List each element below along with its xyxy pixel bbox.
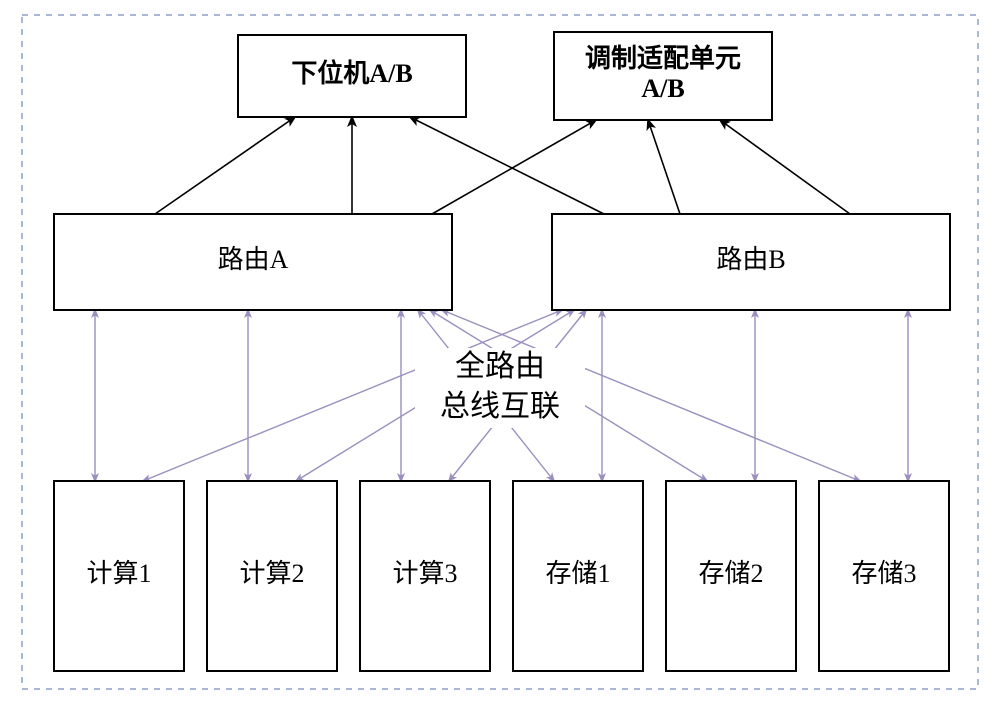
node-label: 存储3 [851,559,916,588]
arrow-top-4 [648,120,680,214]
node-label: 下位机A/B [291,58,412,88]
node-label: 计算3 [392,559,457,588]
center-label-line1: 全路由 [455,350,545,383]
node-label: 路由B [716,245,785,274]
node-modem: 调制适配单元A/B [554,32,772,120]
node-label: 调制适配单元 [585,44,741,73]
node-store2: 存储2 [666,481,796,671]
node-label: A/B [641,74,684,103]
arrow-top-2 [432,120,596,214]
node-calc1: 计算1 [54,481,184,671]
node-label: 存储1 [545,559,610,588]
node-routerA: 路由A [54,214,452,310]
diagram-canvas: 下位机A/B调制适配单元A/B路由A路由B计算1计算2计算3存储1存储2存储3 … [0,0,1000,704]
node-label: 计算2 [239,559,304,588]
node-label: 存储2 [698,559,763,588]
node-store1: 存储1 [513,481,643,671]
node-routerB: 路由B [552,214,950,310]
node-lower: 下位机A/B [238,35,466,117]
arrow-top-0 [155,117,295,214]
center-label-line2: 总线互联 [440,390,560,423]
node-calc2: 计算2 [207,481,337,671]
node-label: 路由A [218,245,289,274]
node-store3: 存储3 [819,481,949,671]
arrow-top-5 [720,120,850,214]
node-label: 计算1 [86,559,151,588]
node-calc3: 计算3 [360,481,490,671]
